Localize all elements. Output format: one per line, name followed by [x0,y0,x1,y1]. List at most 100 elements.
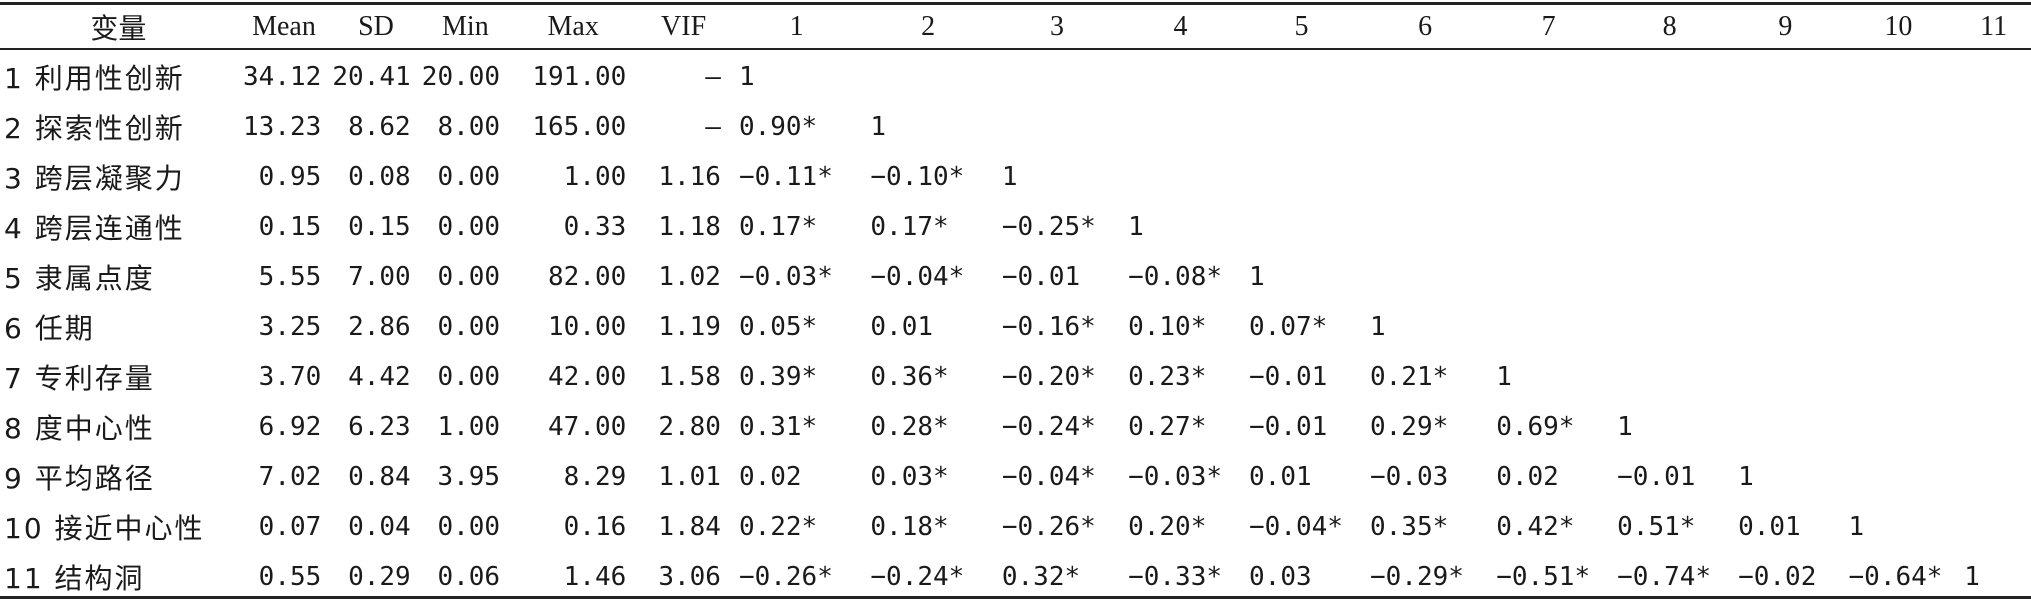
correlation-cell [1841,402,1957,452]
table-body: 1 利用性创新 34.12 20.41 20.00 191.00—1 2 探索性创新 13.… [0,48,2031,602]
stat-cell: 0.00 [437,212,501,242]
correlation-cell [1609,252,1730,302]
correlation-cell [1956,152,2031,202]
correlation-cell [1488,48,1609,102]
stat-cell: 0.07 [258,512,322,542]
correlation-cell: 0.18* [870,512,949,542]
stat-cell: 0.06 [437,562,501,592]
column-header: VIF [661,10,707,42]
stat-cell: 10.00 [548,312,627,342]
correlation-cell [994,102,1120,152]
column-header: 2 [921,10,936,42]
correlation-cell: −0.51* [1496,562,1591,592]
correlation-cell [1841,202,1957,252]
table-row: 8 度中心性 6.92 6.23 1.00 47.00 2.80 0.31* 0.28* −0.… [0,402,2031,452]
correlation-cell [1956,252,2031,302]
stat-cell: 7.00 [348,262,411,292]
correlation-cell [1956,48,2031,102]
header-rule [0,48,2031,50]
stat-cell: 1.16 [658,162,721,192]
stat-cell: 2.80 [658,412,721,442]
correlation-cell [1609,102,1730,152]
stat-cell: 6.23 [348,412,411,442]
stat-cell: 0.00 [437,162,501,192]
stat-cell: 0.04 [348,512,411,542]
correlation-cell: 0.01 [1738,512,1801,542]
correlation-cell: −0.01 [1249,362,1328,392]
correlation-cell [1730,252,1840,302]
stat-cell: 20.41 [332,62,411,92]
column-header: 4 [1173,10,1188,42]
stat-cell: 13.23 [243,112,322,142]
column-header: SD [358,10,394,42]
column-header: Min [442,10,489,42]
correlation-cell [1241,152,1362,202]
correlation-cell [1841,452,1957,502]
correlation-cell: −0.11* [738,162,833,192]
table-row: 9 平均路径 7.02 0.84 3.95 8.29 1.01 0.02 0.03* −0.04… [0,452,2031,502]
correlation-cell: 0.03* [870,462,949,492]
stat-cell: 1.01 [658,462,721,492]
table-row: 4 跨层连通性 0.15 0.15 0.00 0.33 1.18 0.17* 0.17* −0.… [0,202,2031,252]
correlation-cell: −0.04* [870,262,965,292]
variable-name-cell: 10 接近中心性 [4,512,205,545]
column-header: 10 [1884,10,1913,42]
descriptive-statistics-table: 变量 Mean SD Min Max VIF 1 2 3 4 5 6 7 8 9… [0,5,2031,602]
stat-cell: 1.02 [658,262,721,292]
correlation-cell: 0.17* [738,212,818,242]
stat-cell: 0.00 [437,262,501,292]
stat-cell: 1.00 [563,162,627,192]
stat-cell: 1.58 [658,362,721,392]
correlation-cell: −0.01 [1617,462,1696,492]
correlation-cell: 0.21* [1369,362,1449,392]
stat-cell: 0.15 [258,212,322,242]
column-header: 8 [1662,10,1677,42]
correlation-cell [1956,102,2031,152]
stat-cell: 3.06 [658,562,721,592]
correlation-cell [1362,48,1488,102]
correlation-cell: −0.08* [1128,262,1222,292]
stat-cell: 0.00 [437,512,501,542]
correlation-cell [1362,102,1488,152]
correlation-cell: 0.36* [870,362,949,392]
correlation-cell [1241,102,1362,152]
stat-cell: 2.86 [348,312,411,342]
correlation-cell: 0.27* [1128,412,1207,442]
column-header: 3 [1049,10,1064,42]
variable-name-cell: 3 跨层凝聚力 [4,162,185,195]
stat-cell: — [705,62,721,92]
correlation-cell: 0.51* [1617,512,1696,542]
correlation-cell [1609,302,1730,352]
stat-cell: 0.33 [563,212,627,242]
top-rule [0,2,2031,5]
correlation-cell: 1 [1848,512,1865,542]
stat-cell: 82.00 [548,262,627,292]
stat-cell: 4.42 [348,362,411,392]
column-header: 1 [789,10,804,42]
correlation-cell [1362,202,1488,252]
correlation-cell [1488,152,1609,202]
stat-cell: 1.46 [563,562,627,592]
correlation-cell [1488,252,1609,302]
stat-cell: 3.25 [258,312,322,342]
stat-cell: 0.16 [563,512,627,542]
correlation-cell [1488,302,1609,352]
correlation-cell: −0.01 [1249,412,1328,442]
correlation-cell: −0.26* [738,562,833,592]
stat-cell: 0.84 [348,462,411,492]
correlation-cell [1120,48,1241,102]
correlation-cell [1730,102,1840,152]
column-header: 5 [1294,10,1309,42]
variable-name-cell: 7 专利存量 [4,362,155,395]
correlation-cell: 0.90* [738,112,818,142]
stat-cell: 3.95 [437,462,501,492]
variable-name-cell: 2 探索性创新 [4,112,185,145]
correlation-cell [1362,252,1488,302]
correlation-cell [1956,302,2031,352]
correlation-cell [1730,352,1840,402]
stat-cell: 8.62 [348,112,411,142]
stat-cell: 191.00 [532,62,627,92]
correlation-cell [1609,352,1730,402]
variable-name-cell: 9 平均路径 [4,462,155,495]
correlation-cell [1730,48,1840,102]
